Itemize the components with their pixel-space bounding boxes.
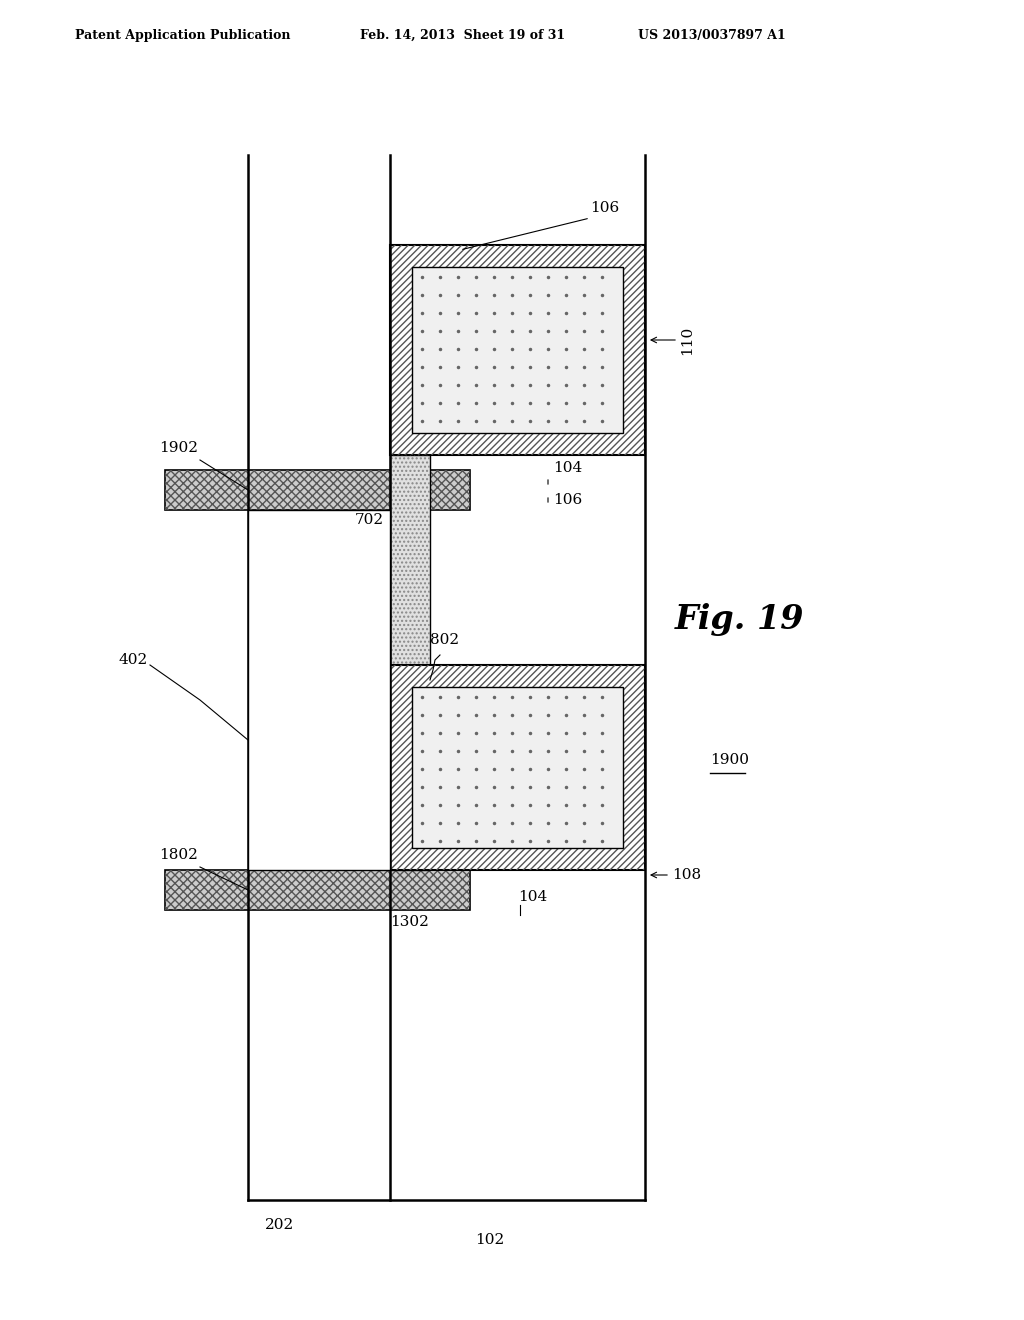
- Text: 802: 802: [430, 634, 459, 647]
- Text: 1900: 1900: [710, 752, 749, 767]
- Text: US 2013/0037897 A1: US 2013/0037897 A1: [638, 29, 785, 41]
- Text: Feb. 14, 2013  Sheet 19 of 31: Feb. 14, 2013 Sheet 19 of 31: [360, 29, 565, 41]
- Text: Patent Application Publication: Patent Application Publication: [75, 29, 291, 41]
- Bar: [390, 246, 645, 455]
- Text: 102: 102: [475, 1233, 505, 1247]
- Bar: [390, 665, 645, 870]
- Text: 1802: 1802: [159, 847, 198, 862]
- Bar: [390, 665, 645, 870]
- Text: 106: 106: [590, 201, 620, 215]
- Text: Fig. 19: Fig. 19: [675, 603, 805, 636]
- Text: 108: 108: [672, 869, 701, 882]
- Text: 104: 104: [518, 890, 547, 904]
- Text: 202: 202: [265, 1218, 295, 1232]
- Bar: [412, 267, 623, 433]
- Text: 104: 104: [553, 461, 583, 475]
- Bar: [165, 470, 470, 510]
- Bar: [390, 246, 645, 455]
- Bar: [412, 686, 623, 847]
- Text: 402: 402: [119, 653, 148, 667]
- Text: 1902: 1902: [159, 441, 198, 455]
- Bar: [390, 455, 430, 870]
- Text: 106: 106: [553, 492, 583, 507]
- Bar: [390, 455, 430, 870]
- Bar: [248, 510, 390, 870]
- Bar: [165, 870, 470, 909]
- Text: 702: 702: [355, 513, 384, 527]
- Text: 110: 110: [680, 325, 694, 355]
- Bar: [165, 870, 470, 909]
- Bar: [165, 470, 470, 510]
- Text: 1302: 1302: [390, 915, 429, 929]
